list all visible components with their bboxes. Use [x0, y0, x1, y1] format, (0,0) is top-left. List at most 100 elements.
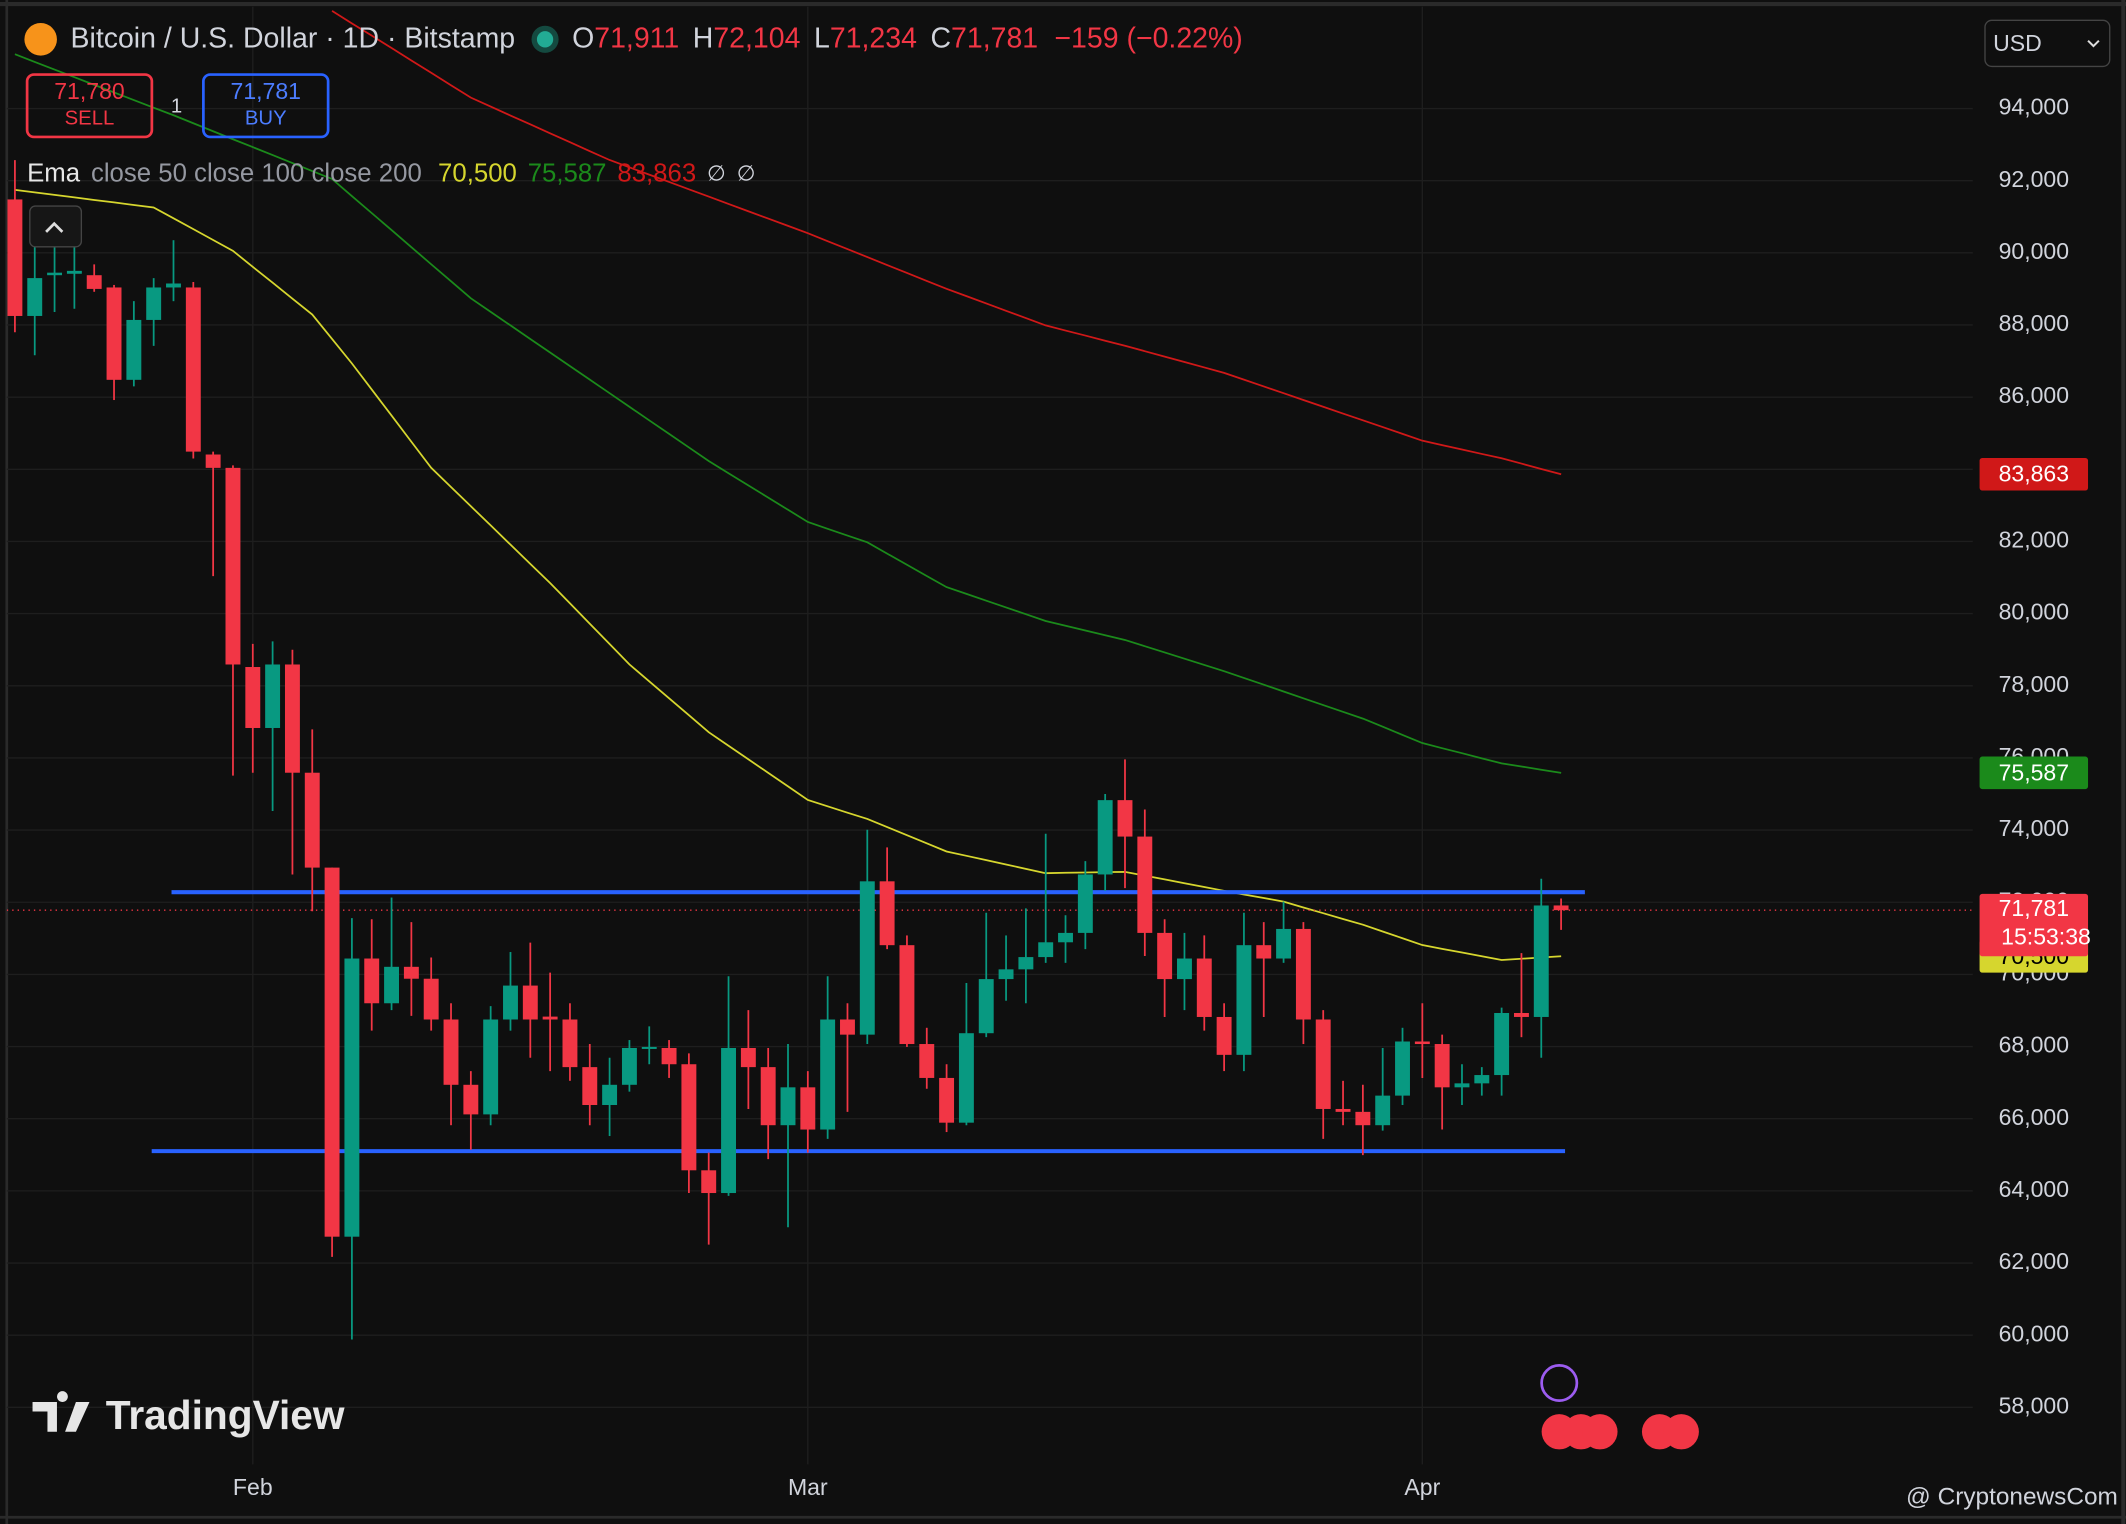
candle-body	[1494, 1013, 1510, 1076]
x-tick-label: Mar	[788, 1474, 828, 1500]
candle-body	[1018, 957, 1034, 970]
candle-body	[384, 966, 400, 1004]
candle-body	[661, 1047, 677, 1065]
credit: @ CryptonewsCom	[1906, 1484, 2118, 1511]
ohlc-value: 71,234	[829, 23, 917, 55]
sell-label: SELL	[64, 107, 115, 131]
candle-body	[1276, 928, 1292, 959]
price-tag-label: 83,863	[1999, 461, 2069, 487]
y-tick-label: 60,000	[1999, 1320, 2069, 1346]
y-tick-label: 90,000	[1999, 238, 2069, 264]
candle-body	[1414, 1041, 1430, 1045]
candle-body	[621, 1047, 637, 1085]
candle-body	[463, 1084, 479, 1115]
y-tick-label: 62,000	[1999, 1248, 2069, 1274]
countdown: 15:53:38	[2001, 924, 2091, 950]
candle-body	[602, 1084, 618, 1106]
candle-body	[1177, 958, 1192, 980]
candle-body	[820, 1019, 836, 1130]
candle-body	[265, 664, 281, 728]
candle-body	[27, 278, 43, 316]
candle-body	[205, 454, 221, 468]
candle-body	[403, 966, 419, 979]
candle-body	[522, 985, 538, 1020]
y-tick-label: 92,000	[1999, 166, 2069, 192]
currency-select[interactable]	[1984, 19, 2111, 68]
price-tag-label: 75,587	[1999, 759, 2069, 785]
candle-body	[1216, 1016, 1232, 1055]
candle-body	[1315, 1019, 1331, 1109]
candle-body	[542, 1016, 558, 1020]
candle-body	[939, 1077, 955, 1123]
ohlc-value: 71,781	[951, 23, 1039, 55]
candle-body	[1454, 1083, 1470, 1088]
candle-body	[344, 958, 360, 1237]
indicator-value: 70,500	[438, 159, 517, 189]
indicator-legend: Ema close 50 close 100 close 200 70,500 7…	[27, 160, 756, 190]
price-tag	[1979, 457, 2089, 491]
candle-body	[1434, 1044, 1450, 1088]
candle-body	[423, 978, 439, 1020]
ohlc-key: H	[692, 23, 714, 55]
candle-body	[1375, 1095, 1391, 1126]
buy-button[interactable]: 71,781 BUY	[202, 73, 330, 139]
indicator-value: 75,587	[527, 159, 607, 189]
candle-body	[1513, 1013, 1529, 1017]
candle-body	[1335, 1108, 1351, 1112]
candle-body	[324, 867, 340, 1237]
ohlc-key: C	[930, 23, 952, 55]
candle-body	[582, 1067, 598, 1106]
overlays	[6, 10, 1973, 1154]
candle-body	[998, 969, 1014, 980]
candle-body	[1196, 958, 1212, 1017]
watermark-text: TradingView	[106, 1392, 345, 1438]
y-tick-label: 94,000	[1999, 94, 2069, 120]
buy-price: 71,781	[230, 78, 302, 105]
price-tag-label: 71,781	[1999, 895, 2069, 921]
candle-body	[760, 1067, 776, 1126]
icon	[1582, 1414, 1618, 1450]
candle-body	[1236, 945, 1252, 1055]
candle-body	[106, 287, 122, 380]
sell-button[interactable]: 71,780 SELL	[25, 73, 154, 139]
candle-body	[7, 199, 23, 316]
event-icons	[1540, 1364, 1699, 1450]
indicator-value: 83,863	[617, 159, 697, 189]
candle-body	[701, 1170, 717, 1194]
chevron	[2087, 39, 2100, 48]
candle-body	[681, 1064, 697, 1171]
candle-body	[483, 1019, 499, 1115]
candle-body	[899, 945, 915, 1045]
candle-body	[562, 1019, 578, 1068]
candle-body	[47, 272, 63, 276]
candle-body	[1533, 905, 1549, 1017]
ema-line	[14, 53, 1562, 774]
ohlc: O 71,911 H 72,104 L 71,234 C 71,781	[559, 23, 1039, 56]
candle-body	[1256, 945, 1272, 959]
btc-icon	[24, 23, 57, 56]
candle-body	[780, 1087, 796, 1126]
candle-body	[721, 1047, 736, 1194]
status-dot	[536, 31, 554, 48]
currency: USD	[1993, 30, 2042, 56]
candle-body	[1117, 800, 1133, 837]
symbol-title: Bitcoin / U.S. Dollar · 1D · Bitstamp	[70, 23, 516, 55]
candle-body	[166, 283, 181, 288]
y-tick-label: 86,000	[1999, 382, 2069, 408]
candle-body	[1097, 800, 1113, 875]
candle-body	[1038, 942, 1054, 958]
y-tick-label: 80,000	[1999, 599, 2069, 625]
quantity: 1	[170, 94, 183, 118]
y-tick-label: 88,000	[1999, 310, 2069, 336]
candle-body	[1553, 905, 1569, 911]
candle-body	[1077, 874, 1093, 933]
indicator-params: close 50 close 100 close 200	[90, 159, 422, 189]
x-tick-label: Feb	[233, 1474, 273, 1500]
candle-body	[1474, 1075, 1490, 1084]
candle-body	[304, 772, 320, 868]
candle-body	[66, 270, 82, 274]
candle-body	[840, 1019, 855, 1035]
